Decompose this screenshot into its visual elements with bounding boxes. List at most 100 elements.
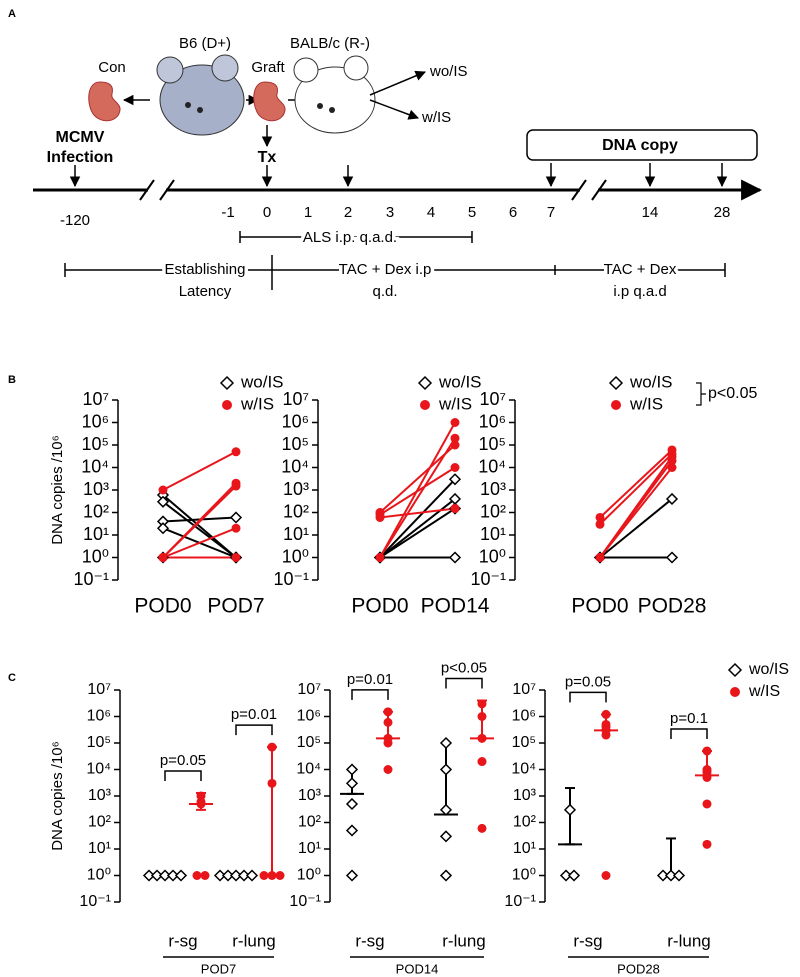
label: ALS i.p. q.a.d. [303, 229, 397, 246]
y-tick-label: 10³ [480, 479, 506, 499]
y-tick-label: 10⁷ [297, 681, 321, 698]
x-tick-label: r-lung [667, 931, 710, 950]
bracket [64, 255, 726, 290]
label: TAC + Dex [604, 261, 677, 278]
point [267, 778, 277, 788]
x-tick-label: POD0 [571, 595, 628, 618]
y-tick-label: 10² [83, 501, 109, 521]
point [439, 830, 453, 843]
legend-marker [611, 400, 621, 410]
point [601, 871, 611, 880]
timeline-label: 2 [344, 204, 352, 221]
timeline-labels: -120 -1 0 1 2 3 4 5 6 7 14 28 [60, 204, 730, 229]
point [702, 839, 712, 849]
point [345, 824, 359, 837]
significance-bracket [670, 728, 708, 739]
y-tick-label: 10¹ [83, 524, 109, 544]
timeline-label: 28 [714, 204, 731, 221]
kidney [88, 81, 121, 122]
y-tick-label: 10⁵ [297, 734, 321, 751]
point [345, 869, 359, 882]
point [375, 553, 385, 562]
pair-line [379, 437, 456, 559]
point [229, 511, 243, 524]
y-tick-label: 10⁰ [297, 867, 321, 884]
point [375, 512, 385, 522]
point [563, 803, 577, 816]
y-tick-label: 10² [480, 501, 506, 521]
box [526, 129, 758, 161]
y-tick-label: 10⁵ [479, 434, 506, 454]
point [439, 869, 453, 882]
y-tick-label: 10⁻¹ [79, 893, 111, 910]
point [450, 504, 460, 514]
y-tick-label: 10⁶ [512, 708, 536, 725]
x-tick-label: r-sg [168, 931, 197, 950]
point [439, 763, 453, 776]
point [477, 699, 487, 709]
point [702, 772, 712, 782]
x-tick-label: POD14 [421, 595, 490, 618]
legend-marker [417, 375, 433, 391]
y-tick-label: 10⁷ [512, 681, 536, 698]
label: MCMV [56, 129, 105, 146]
y-tick-label: 10⁷ [82, 389, 109, 409]
pair-line [599, 449, 673, 519]
significance-bracket [351, 689, 389, 700]
y-tick-label: 10⁶ [82, 411, 109, 431]
point [450, 463, 460, 472]
y-tick-label: 10⁰ [82, 546, 109, 566]
point [667, 456, 677, 466]
point [156, 522, 170, 535]
point [345, 777, 359, 790]
pair-line [162, 527, 237, 559]
point [231, 447, 241, 457]
timeline-label: 4 [427, 204, 435, 221]
point [439, 736, 453, 750]
point [200, 871, 210, 880]
label: i.p q.a.d [613, 283, 666, 300]
point [383, 717, 393, 727]
pair-line [379, 444, 456, 514]
point [142, 869, 156, 882]
y-axis-label: DNA copies /10⁶ [49, 435, 66, 545]
point [383, 765, 393, 774]
pair-line [162, 485, 237, 559]
point [345, 763, 359, 776]
y-tick-label: 10¹ [283, 524, 309, 544]
point [196, 799, 206, 809]
point [231, 553, 241, 562]
point [383, 707, 393, 717]
x-tick-label: POD7 [207, 595, 264, 618]
point [231, 481, 241, 491]
point [231, 523, 241, 533]
group-label: POD28 [617, 961, 660, 976]
y-tick-label: 10⁵ [82, 434, 109, 454]
mouse-recipient [293, 55, 376, 134]
p-value: p<0.05 [441, 660, 487, 677]
y-tick-label: 10² [513, 814, 537, 831]
pair-line [379, 498, 456, 559]
point [567, 869, 581, 882]
pair-line [379, 466, 456, 516]
x-tick-label: POD28 [638, 595, 707, 618]
label: TAC + Dex i.p [339, 261, 432, 278]
y-tick-label: 10⁻¹ [73, 569, 109, 589]
mouse-donor [156, 54, 245, 136]
y-tick-label: 10³ [283, 479, 309, 499]
point [439, 803, 453, 816]
point [477, 757, 487, 767]
chart: 10⁻¹ 10⁰ 10¹ 10² 10³ 10⁴ 10⁵ 10⁶ 10⁷ r-sg r-lung p=… [504, 661, 789, 976]
y-tick-label: 10⁵ [87, 734, 111, 751]
point [192, 871, 202, 880]
point [450, 433, 460, 443]
legend-marker [219, 375, 235, 391]
pair-line [162, 450, 237, 491]
y-tick-label: 10¹ [88, 840, 111, 857]
point [656, 869, 670, 882]
y-tick-label: 10⁶ [87, 708, 111, 725]
y-tick-label: 10⁴ [478, 456, 506, 476]
pair-line [162, 500, 237, 559]
